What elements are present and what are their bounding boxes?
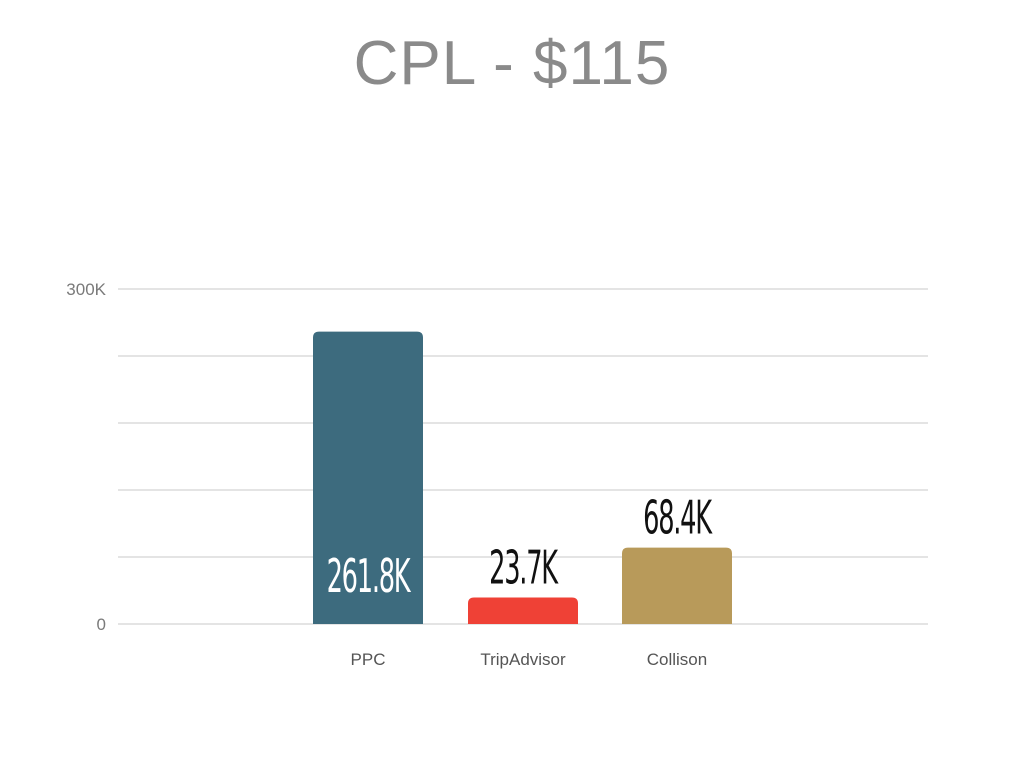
y-tick-label: 0 (97, 615, 106, 634)
data-label: 261.8K (327, 550, 412, 604)
bar-ppc (313, 331, 423, 624)
chart-title: CPL - $115 (353, 29, 671, 98)
y-tick-label: 300K (66, 280, 106, 299)
data-label: 23.7K (489, 541, 559, 595)
bar-tripadvisor (468, 597, 578, 624)
x-category-label: Collison (647, 650, 707, 669)
bar-collison (622, 547, 732, 624)
x-category-label: TripAdvisor (480, 650, 566, 669)
x-category-label: PPC (351, 650, 386, 669)
data-label: 68.4K (643, 492, 713, 546)
